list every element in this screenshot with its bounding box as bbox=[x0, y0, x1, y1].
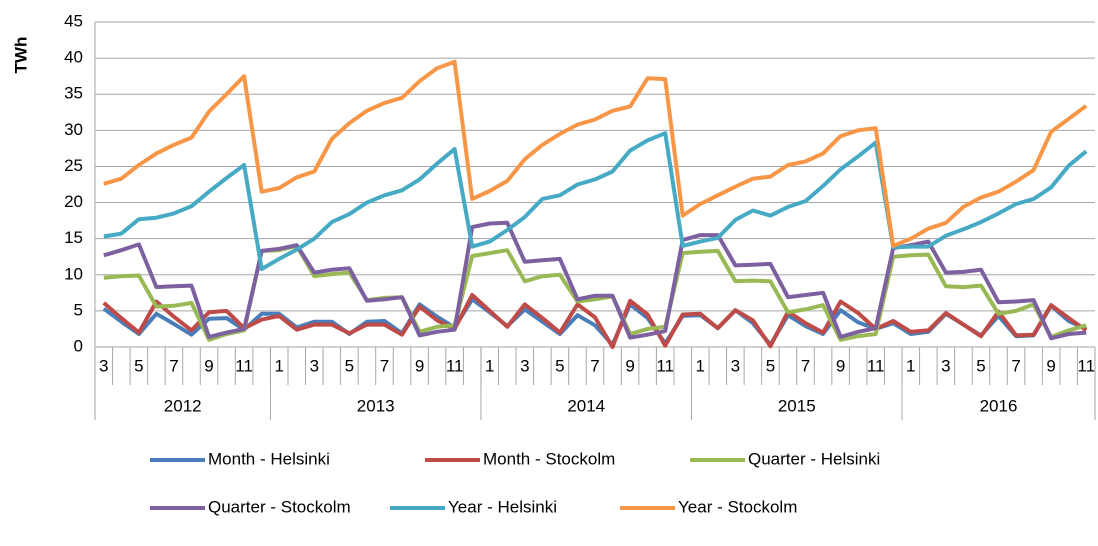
x-tick-label: 3 bbox=[941, 356, 950, 375]
x-tick-label: 5 bbox=[134, 356, 143, 375]
y-axis-label: TWh bbox=[11, 37, 30, 74]
x-tick-label: 1 bbox=[274, 356, 283, 375]
x-tick-label: 3 bbox=[731, 356, 740, 375]
y-tick-label: 10 bbox=[64, 264, 83, 283]
series-line bbox=[103, 220, 1087, 341]
x-tick-label: 7 bbox=[1011, 356, 1020, 375]
x-tick-label: 1 bbox=[485, 356, 494, 375]
x-tick-label: 1 bbox=[696, 356, 705, 375]
legend-label: Year - Stockolm bbox=[678, 497, 797, 516]
x-group-label: 2016 bbox=[980, 396, 1018, 415]
y-tick-label: 0 bbox=[74, 336, 83, 355]
series-line bbox=[103, 131, 1088, 271]
legend-label: Year - Helsinki bbox=[448, 497, 557, 516]
x-tick-label: 9 bbox=[1046, 356, 1055, 375]
x-tick-label: 5 bbox=[766, 356, 775, 375]
x-tick-label: 11 bbox=[235, 356, 253, 375]
x-tick-label: 7 bbox=[801, 356, 810, 375]
legend-label: Month - Stockolm bbox=[483, 449, 615, 468]
x-tick-label: 7 bbox=[169, 356, 178, 375]
x-tick-label: 9 bbox=[836, 356, 845, 375]
x-tick-label: 7 bbox=[380, 356, 389, 375]
y-tick-label: 25 bbox=[64, 156, 83, 175]
y-tick-label: 15 bbox=[64, 228, 83, 247]
x-tick-label: 9 bbox=[625, 356, 634, 375]
x-group-label: 2014 bbox=[567, 396, 605, 415]
y-tick-label: 40 bbox=[64, 48, 83, 67]
x-tick-label: 3 bbox=[520, 356, 529, 375]
x-tick-label: 5 bbox=[976, 356, 985, 375]
legend-label: Month - Helsinki bbox=[208, 449, 330, 468]
x-tick-label: 5 bbox=[345, 356, 354, 375]
y-tick-label: 5 bbox=[74, 300, 83, 319]
legend-label: Quarter - Helsinki bbox=[748, 449, 880, 468]
x-tick-label: 3 bbox=[99, 356, 108, 375]
series-line bbox=[103, 59, 1088, 248]
x-tick-label: 11 bbox=[446, 356, 464, 375]
x-tick-label: 5 bbox=[555, 356, 564, 375]
series-line bbox=[102, 293, 1088, 349]
x-group-label: 2015 bbox=[778, 396, 816, 415]
x-tick-label: 9 bbox=[204, 356, 213, 375]
x-group-label: 2012 bbox=[164, 396, 202, 415]
x-tick-label: 11 bbox=[1077, 356, 1095, 375]
x-tick-label: 1 bbox=[906, 356, 915, 375]
legend-label: Quarter - Stockolm bbox=[208, 497, 351, 516]
x-tick-label: 11 bbox=[656, 356, 674, 375]
x-tick-label: 11 bbox=[867, 356, 885, 375]
y-tick-label: 35 bbox=[64, 84, 83, 103]
x-tick-label: 7 bbox=[590, 356, 599, 375]
x-group-label: 2013 bbox=[357, 396, 395, 415]
y-tick-label: 20 bbox=[64, 192, 83, 211]
y-tick-label: 45 bbox=[64, 11, 83, 30]
x-tick-label: 9 bbox=[415, 356, 424, 375]
x-tick-label: 3 bbox=[310, 356, 319, 375]
y-tick-label: 30 bbox=[64, 120, 83, 139]
